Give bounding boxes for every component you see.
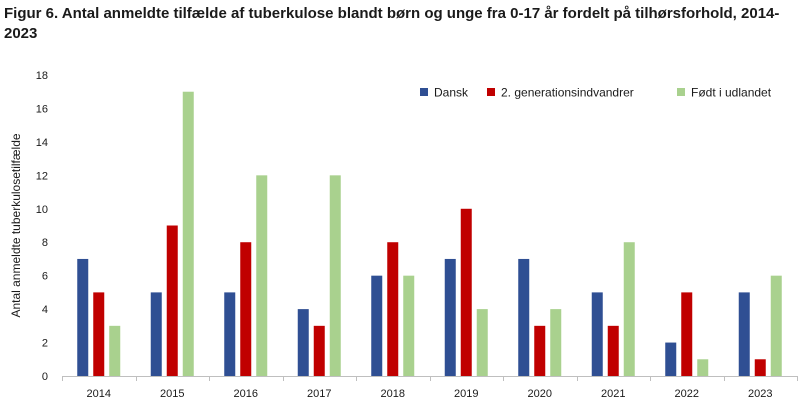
legend-label: Dansk	[434, 86, 469, 100]
bar-2015-series-2	[182, 91, 194, 376]
y-tick-label: 6	[42, 271, 48, 283]
bar-2018-series-1	[387, 242, 399, 376]
x-axis-ticks: 2014 2015 2016 2017 2018 2019 2020 2021 2022 2023	[62, 376, 798, 400]
bar-2015-series-1	[166, 225, 178, 376]
bar-2014-series-2	[109, 325, 121, 376]
legend-item: Født i udlandet	[677, 86, 772, 100]
legend-swatch	[420, 88, 428, 96]
legend-swatch	[677, 88, 685, 96]
x-tick-label: 2023	[748, 388, 772, 400]
bar-2023-series-1	[754, 359, 766, 376]
bar-2017-series-2	[329, 175, 341, 376]
x-tick-label: 2014	[87, 388, 111, 400]
bar-2019-series-1	[460, 208, 472, 376]
y-tick-label: 8	[42, 237, 48, 249]
bar-2018-series-0	[371, 275, 383, 376]
y-tick-label: 14	[36, 137, 48, 149]
bar-2017-series-1	[313, 325, 325, 376]
y-axis-ticks: 0 2 4 6 8 10 12 14 16 18	[36, 70, 48, 383]
bar-2016-series-1	[240, 242, 252, 376]
bar-2019-series-0	[444, 258, 456, 376]
y-axis-title: Antal anmeldte tuberkulosetilfælde	[9, 133, 23, 317]
x-tick-label: 2021	[601, 388, 625, 400]
legend-item: Dansk	[420, 86, 469, 100]
x-tick-label: 2022	[675, 388, 699, 400]
bars-group	[77, 91, 782, 376]
legend: Dansk 2. generationsindvandrer Født i udla…	[420, 86, 772, 100]
bar-2023-series-2	[770, 275, 782, 376]
y-tick-label: 4	[42, 304, 48, 316]
legend-label: Født i udlandet	[691, 86, 772, 100]
y-tick-label: 12	[36, 170, 48, 182]
y-tick-label: 0	[42, 371, 48, 383]
bar-2022-series-2	[697, 359, 709, 376]
bar-2021-series-0	[591, 292, 603, 376]
bar-2021-series-1	[607, 325, 619, 376]
bar-2015-series-0	[150, 292, 162, 376]
y-tick-label: 10	[36, 204, 48, 216]
bar-2020-series-0	[518, 258, 530, 376]
bar-2018-series-2	[403, 275, 415, 376]
x-tick-label: 2020	[528, 388, 552, 400]
x-tick-label: 2015	[160, 388, 184, 400]
bar-2014-series-1	[93, 292, 105, 376]
x-tick-label: 2016	[234, 388, 258, 400]
bar-2017-series-0	[297, 309, 309, 376]
bar-2014-series-0	[77, 258, 89, 376]
bar-2022-series-1	[681, 292, 693, 376]
legend-swatch	[487, 88, 495, 96]
bar-2023-series-0	[738, 292, 750, 376]
x-tick-label: 2017	[307, 388, 331, 400]
bar-2020-series-2	[550, 309, 562, 376]
bar-2016-series-0	[224, 292, 236, 376]
figure-title: Figur 6. Antal anmeldte tilfælde af tube…	[4, 5, 780, 42]
bar-2020-series-1	[534, 325, 546, 376]
y-tick-label: 18	[36, 70, 48, 82]
legend-item: 2. generationsindvandrer	[487, 86, 634, 100]
x-tick-label: 2018	[381, 388, 405, 400]
bar-2021-series-2	[623, 242, 635, 376]
bar-2022-series-0	[665, 342, 677, 376]
legend-label: 2. generationsindvandrer	[501, 86, 634, 100]
y-tick-label: 16	[36, 103, 48, 115]
bar-2019-series-2	[476, 309, 488, 376]
bar-2016-series-2	[256, 175, 268, 376]
y-tick-label: 2	[42, 338, 48, 350]
x-tick-label: 2019	[454, 388, 478, 400]
